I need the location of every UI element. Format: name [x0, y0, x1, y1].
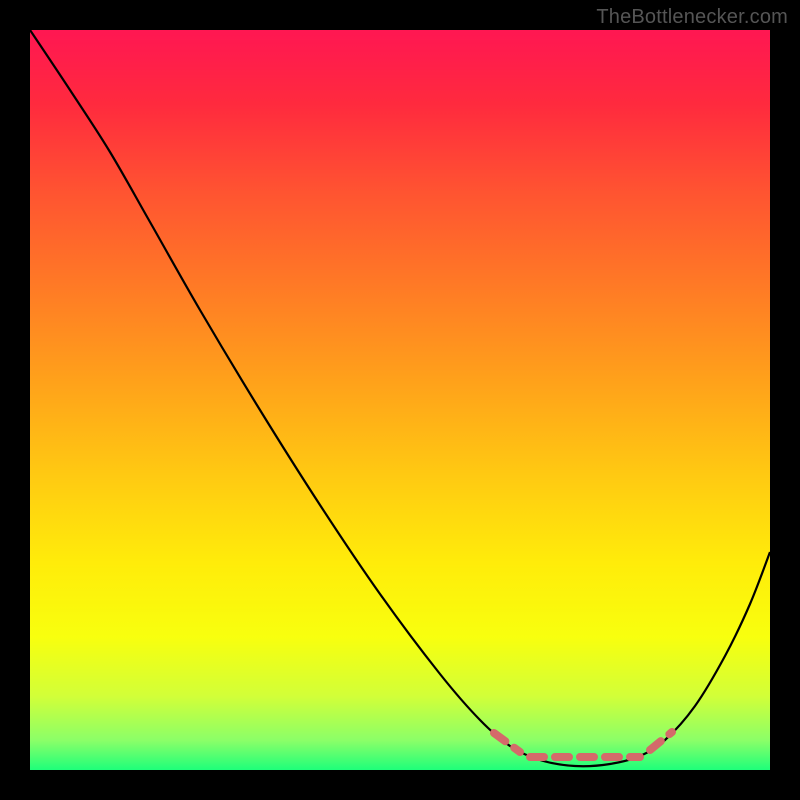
- bottleneck-chart: [0, 0, 800, 800]
- attribution-text: TheBottlenecker.com: [596, 6, 788, 29]
- chart-container: { "attribution": { "text": "TheBottlenec…: [0, 0, 800, 800]
- heat-gradient-area: [30, 30, 770, 770]
